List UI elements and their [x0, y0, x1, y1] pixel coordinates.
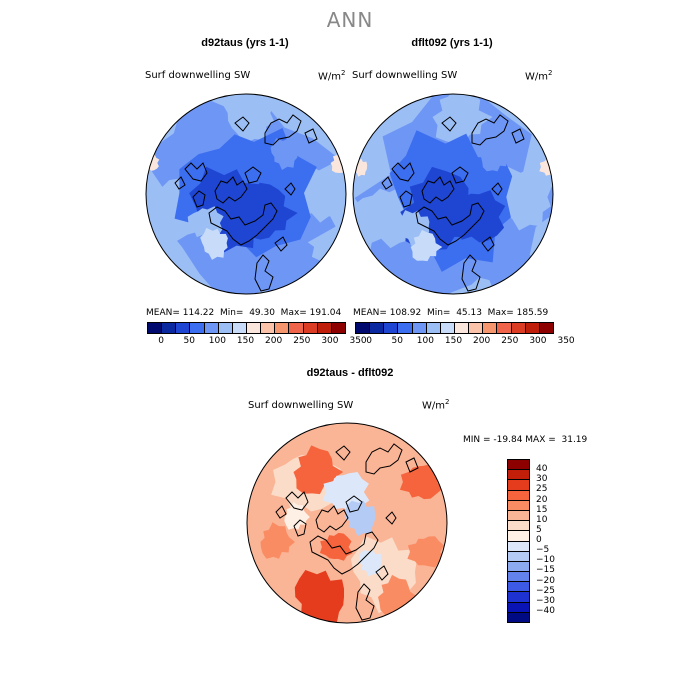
- colorbar-tick-label: −25: [536, 585, 555, 596]
- colorbar-tick-label: 100: [208, 336, 226, 346]
- colorbar-swatch: [412, 323, 427, 333]
- colorbar-swatch: [398, 323, 413, 333]
- colorbar-swatch: [232, 323, 247, 333]
- panel-1-variable-label: Surf downwelling SW: [145, 70, 251, 81]
- colorbar-swatch: [497, 323, 512, 333]
- colorbar-swatch: [356, 323, 371, 333]
- colorbar-tick-label: 150: [236, 336, 255, 346]
- colorbar-tick-label: 15: [536, 504, 548, 515]
- colorbar-swatch: [508, 592, 529, 603]
- colorbar-swatch: [317, 323, 332, 333]
- panel-3-title: d92taus - dflt092: [306, 367, 394, 379]
- panel-3-colorbar: [507, 459, 530, 623]
- colorbar-swatch: [384, 323, 399, 333]
- colorbar-tick-label: 300: [321, 336, 339, 346]
- colorbar-tick-label: 0: [366, 336, 372, 346]
- colorbar-tick-label: 300: [529, 336, 547, 346]
- colorbar-tick-label: 20: [536, 494, 548, 505]
- panel-3-colorbar-ticks: 40 30 25 20 15 10 5 0 −5 −10 −15 −20 −25 −30 −40: [536, 459, 576, 621]
- panel-1-stats: MEAN= 114.22 Min= 49.30 Max= 191.04: [146, 308, 342, 318]
- colorbar-tick-label: 50: [183, 336, 195, 346]
- colorbar-tick-label: 250: [501, 336, 519, 346]
- panel-2-polar-map: [352, 93, 554, 295]
- colorbar-tick-label: 0: [158, 336, 164, 346]
- colorbar-swatch: [525, 323, 540, 333]
- colorbar-swatch: [190, 323, 205, 333]
- panel-3-variable-label: Surf downwelling SW: [248, 400, 354, 411]
- panel-3-stats: MIN = -19.84 MAX = 31.19: [463, 435, 588, 445]
- colorbar-swatch: [508, 480, 529, 491]
- colorbar-tick-label: 350: [557, 336, 575, 346]
- colorbar-tick-label: −20: [536, 575, 555, 586]
- panel-1-polar-map: [145, 93, 347, 295]
- colorbar-tick-label: 100: [416, 336, 434, 346]
- colorbar-swatch: [508, 551, 529, 562]
- colorbar-swatch: [508, 531, 529, 542]
- panel-2-title: dflt092 (yrs 1-1): [411, 37, 493, 49]
- colorbar-swatch: [331, 323, 345, 333]
- panel-1-colorbar-ticks: 0 50 100 150 200 250 300 350: [147, 336, 366, 348]
- colorbar-swatch: [508, 561, 529, 573]
- colorbar-tick-label: −10: [536, 555, 555, 566]
- colorbar-tick-label: 40: [536, 464, 548, 475]
- panel-2-units: W/m2: [525, 69, 553, 83]
- colorbar-tick-label: 200: [265, 336, 283, 346]
- colorbar-swatch: [218, 323, 233, 333]
- colorbar-swatch: [162, 323, 177, 333]
- colorbar-swatch: [204, 323, 219, 333]
- colorbar-tick-label: −15: [536, 565, 555, 576]
- colorbar-tick-label: 0: [536, 535, 542, 545]
- colorbar-swatch: [508, 460, 529, 471]
- colorbar-swatch: [508, 510, 529, 522]
- colorbar-swatch: [511, 323, 526, 333]
- panel-2-colorbar-ticks: 0 50 100 150 200 250 300 350: [355, 336, 574, 348]
- panel-2-variable-label: Surf downwelling SW: [352, 70, 458, 81]
- colorbar-swatch: [508, 541, 529, 552]
- colorbar-swatch: [508, 490, 529, 501]
- colorbar-swatch: [176, 323, 191, 333]
- colorbar-tick-label: −30: [536, 595, 555, 606]
- colorbar-tick-label: 10: [536, 514, 548, 525]
- colorbar-swatch: [275, 323, 290, 333]
- colorbar-swatch: [469, 323, 484, 333]
- colorbar-tick-label: 30: [536, 474, 548, 485]
- panel-2-stats: MEAN= 108.92 Min= 45.13 Max= 185.59: [353, 308, 549, 318]
- panel-1-title: d92taus (yrs 1-1): [201, 37, 289, 49]
- colorbar-swatch: [508, 521, 529, 532]
- panel-1-units: W/m2: [318, 69, 346, 83]
- colorbar-tick-label: −5: [536, 545, 550, 556]
- panel-2-colorbar: [355, 322, 554, 334]
- panel-3-polar-map: [246, 422, 448, 624]
- colorbar-swatch: [483, 323, 498, 333]
- colorbar-swatch: [508, 582, 529, 593]
- colorbar-tick-label: 5: [536, 524, 542, 535]
- colorbar-tick-label: 250: [293, 336, 311, 346]
- colorbar-tick-label: 50: [391, 336, 403, 346]
- colorbar-swatch: [508, 572, 529, 583]
- colorbar-tick-label: 200: [473, 336, 491, 346]
- colorbar-swatch: [454, 323, 470, 333]
- colorbar-swatch: [261, 323, 276, 333]
- colorbar-swatch: [370, 323, 385, 333]
- colorbar-swatch: [539, 323, 553, 333]
- colorbar-tick-label: 350: [349, 336, 367, 346]
- colorbar-tick-label: −40: [536, 605, 555, 616]
- figure-title: ANN: [326, 8, 374, 32]
- colorbar-swatch: [508, 470, 529, 481]
- colorbar-swatch: [508, 500, 529, 511]
- panel-1-colorbar: [147, 322, 346, 334]
- colorbar-swatch: [508, 612, 529, 622]
- colorbar-swatch: [426, 323, 441, 333]
- colorbar-swatch: [289, 323, 304, 333]
- colorbar-swatch: [246, 323, 262, 333]
- colorbar-tick-label: 150: [444, 336, 463, 346]
- colorbar-swatch: [303, 323, 318, 333]
- colorbar-swatch: [508, 602, 529, 613]
- colorbar-tick-label: 25: [536, 484, 548, 495]
- panel-3-units: W/m2: [422, 398, 450, 412]
- colorbar-swatch: [440, 323, 455, 333]
- colorbar-swatch: [148, 323, 163, 333]
